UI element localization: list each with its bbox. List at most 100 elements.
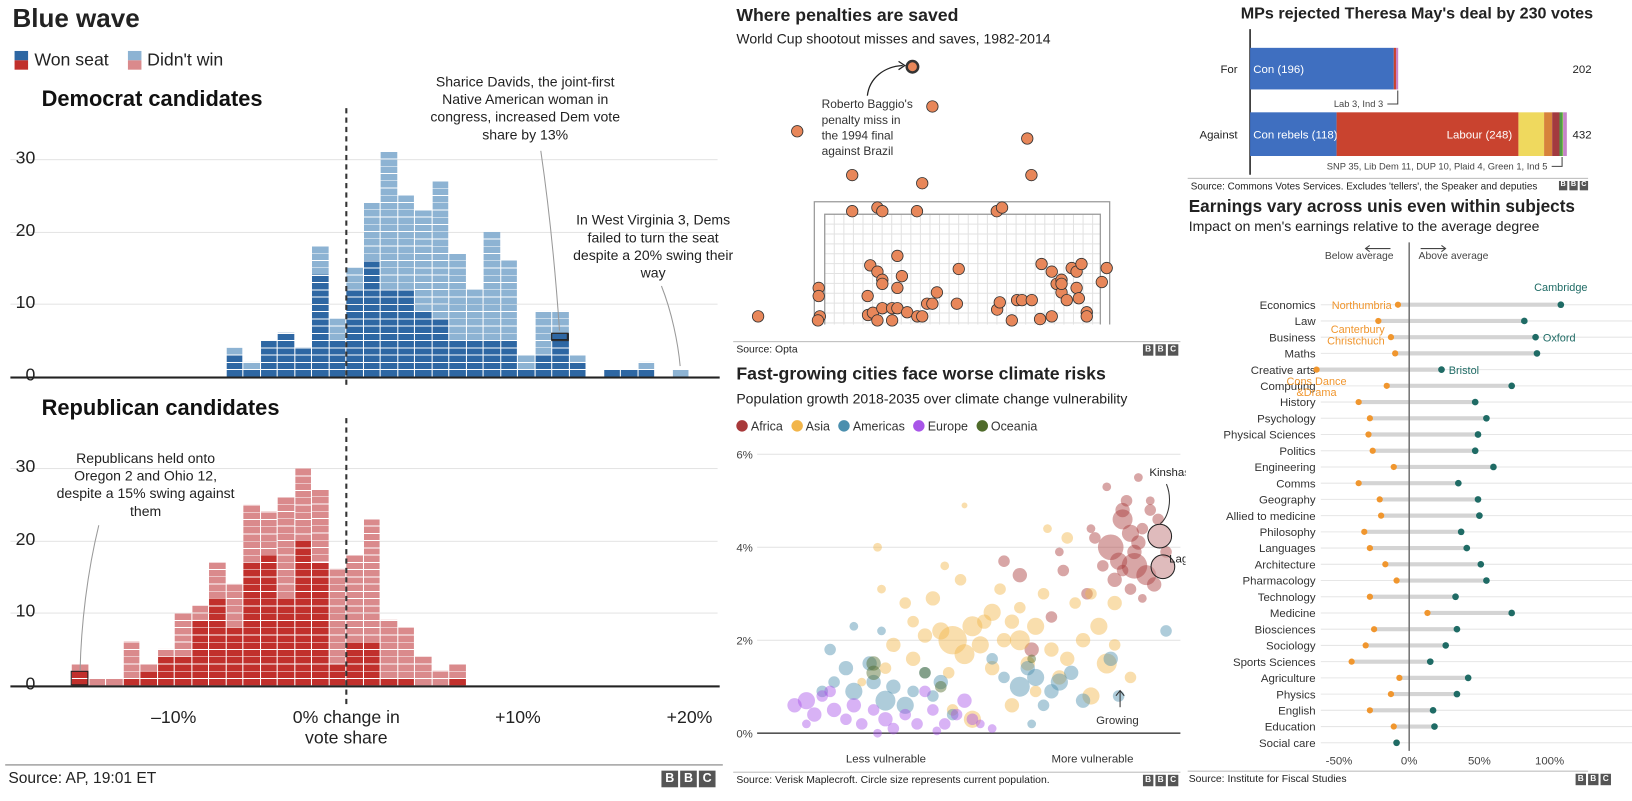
city-bubble-americas	[1037, 699, 1050, 712]
city-bubble-europe	[878, 712, 893, 727]
low-point	[1355, 480, 1362, 487]
city-bubble-americas	[998, 671, 1010, 684]
bar-won-seat	[449, 678, 466, 686]
bar-won-seat	[71, 670, 88, 686]
city-bubble-africa	[1137, 594, 1147, 603]
segment-ind	[1395, 47, 1399, 90]
city-bubble-americas	[849, 621, 859, 631]
mps-footer-rule	[1187, 177, 1589, 179]
penalty-point	[916, 177, 929, 190]
footer-rule	[5, 764, 723, 766]
zero-dashed-line	[345, 680, 348, 686]
city-bubble-europe	[787, 698, 802, 713]
city-bubble-africa	[1112, 509, 1133, 530]
zero-dashed-line	[345, 220, 348, 226]
penalty-point	[871, 314, 884, 327]
bar-didnt-win	[414, 656, 432, 686]
city-bubble-africa	[1115, 502, 1130, 518]
zero-dashed-line	[345, 642, 348, 648]
segment-label: Con rebels (118)	[1253, 129, 1338, 141]
segment-ind	[1563, 112, 1567, 156]
city-bubble-americas	[886, 679, 901, 694]
bar-didnt-win	[123, 641, 140, 679]
bar-didnt-win	[191, 605, 208, 621]
city-label-lagos: Lagos	[1169, 554, 1185, 566]
city-bubble-asia	[983, 603, 1001, 621]
city-bubble-kinshasa	[1147, 523, 1173, 549]
bar-didnt-win	[483, 231, 500, 341]
zero-dashed-line	[345, 614, 348, 620]
city-bubble-asia	[907, 615, 919, 628]
penalty-point	[1025, 293, 1038, 307]
low-point	[1366, 593, 1374, 600]
city-bubble-asia	[1075, 633, 1091, 648]
bar-didnt-win	[569, 354, 586, 362]
high-point	[1477, 560, 1485, 568]
low-point	[1369, 447, 1376, 454]
bar-didnt-win	[277, 496, 294, 599]
x-tick-label: -50%	[1326, 755, 1353, 767]
y-tick-label: 2%	[736, 635, 753, 647]
city-bubble-africa	[1121, 553, 1148, 579]
zero-dashed-line	[345, 276, 348, 282]
zero-dashed-line	[345, 117, 348, 123]
zero-dashed-line	[345, 332, 348, 338]
penalty-point	[1060, 293, 1073, 307]
low-point	[1390, 463, 1397, 471]
city-bubble-africa	[1110, 552, 1128, 570]
annotation-canterbury-1: Canterbury	[1331, 324, 1385, 336]
city-bubble-americas	[845, 682, 863, 700]
city-bubble-europe	[927, 704, 939, 716]
y-tick-label: 0%	[736, 728, 753, 740]
x-tick-plus20: +20%	[666, 707, 713, 727]
penalty-point	[876, 277, 889, 290]
city-bubble-americas	[1064, 665, 1079, 680]
city-bubble-africa	[1127, 544, 1142, 560]
bar-didnt-win	[226, 347, 243, 355]
bar-didnt-win	[312, 489, 329, 563]
penalty-point	[891, 249, 904, 263]
city-bubble-africa	[1024, 642, 1039, 657]
city-bubble-africa	[1097, 534, 1124, 561]
city-bubble-asia	[1020, 656, 1035, 671]
subject-label: Psychology	[1257, 413, 1316, 425]
x-tick-plus10: +10%	[495, 707, 541, 727]
city-bubble-asia	[1027, 617, 1045, 635]
bar-won-seat	[346, 289, 363, 377]
annotation-west-virginia: In West Virginia 3, Dems failed to turn …	[573, 212, 734, 281]
city-bubble-asia	[1061, 532, 1074, 544]
zero-dashed-line	[345, 577, 348, 583]
legend-label-lost: Didn't win	[147, 49, 224, 70]
subject-label: Sports Sciences	[1233, 657, 1316, 669]
city-bubble-asia	[962, 616, 983, 637]
bar-won-seat	[569, 361, 586, 377]
city-bubble-asia	[942, 666, 955, 679]
city-bubble-europe	[807, 707, 822, 722]
subject-label: Social care	[1259, 738, 1316, 750]
low-point	[1393, 577, 1400, 584]
bar-didnt-win	[449, 663, 466, 679]
penalty-point	[926, 100, 939, 113]
climate-chart: 0% 2% 4% 6% Kinshasa Lagos Less vulnerable More…	[736, 449, 1185, 765]
zero-dashed-line	[345, 605, 348, 611]
zero-dashed-line	[345, 586, 348, 592]
zero-dashed-line	[345, 483, 348, 489]
zero-dashed-line	[345, 670, 348, 676]
bar-didnt-win	[414, 209, 432, 312]
subject-label: Law	[1295, 316, 1317, 328]
city-bubble-asia	[1009, 630, 1030, 651]
zero-dashed-line	[345, 558, 348, 564]
penalty-point	[876, 205, 889, 218]
high-point	[1453, 690, 1461, 698]
city-bubble-americas	[927, 690, 939, 702]
city-bubble-americas	[838, 660, 854, 676]
row-total: 432	[1572, 129, 1591, 141]
penalty-point	[1080, 310, 1093, 323]
baggio-annotation-2: penalty miss in	[822, 113, 901, 127]
high-point	[1464, 674, 1472, 682]
zero-dashed-line	[345, 464, 348, 471]
city-bubble-asia	[1124, 671, 1137, 684]
city-bubble-asia	[1004, 614, 1020, 629]
penalty-point	[1072, 292, 1085, 305]
